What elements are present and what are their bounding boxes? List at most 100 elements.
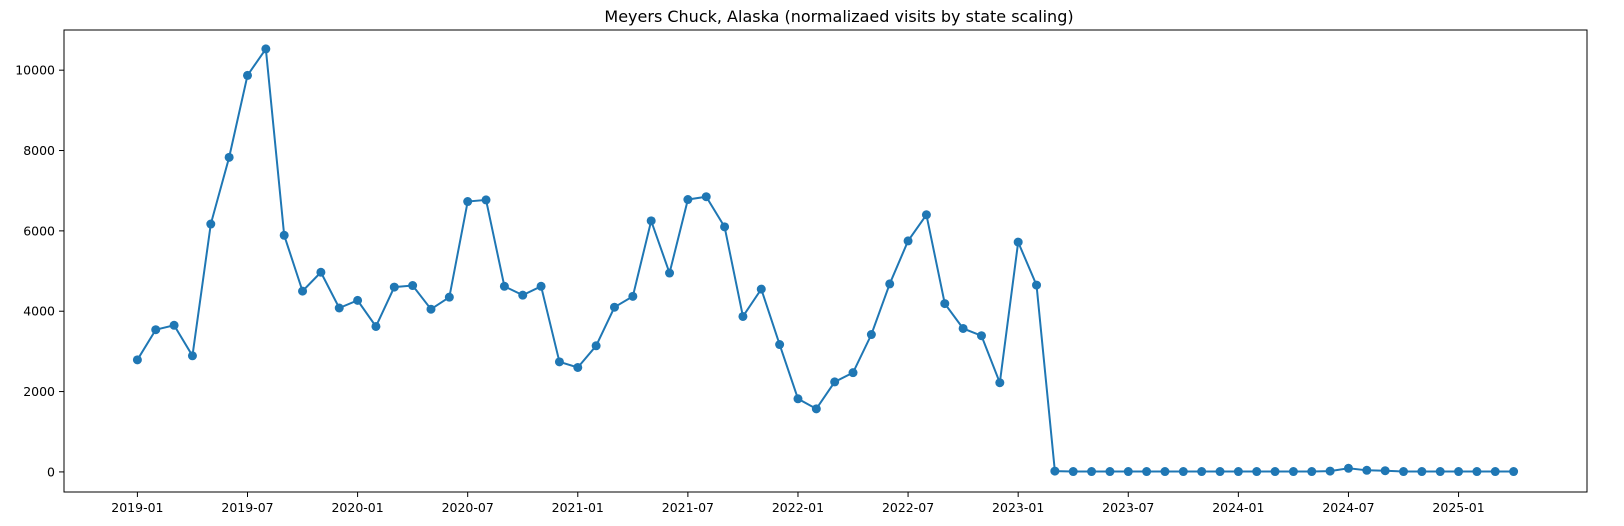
- x-tick-label: 2025-01: [1432, 500, 1484, 515]
- data-point: [1270, 467, 1280, 477]
- x-tick-label: 2023-07: [1102, 500, 1154, 515]
- data-point: [1215, 467, 1225, 477]
- y-tick-label: 6000: [23, 223, 55, 238]
- data-point: [389, 282, 399, 292]
- data-point: [518, 290, 528, 300]
- x-tick-label: 2023-01: [992, 500, 1044, 515]
- data-point: [132, 355, 142, 365]
- data-point: [371, 321, 381, 331]
- data-point: [1068, 467, 1078, 477]
- x-tick-label: 2021-01: [552, 500, 604, 515]
- x-tick-label: 2022-07: [882, 500, 934, 515]
- data-point: [940, 299, 950, 309]
- data-point: [554, 357, 564, 367]
- data-point: [463, 197, 473, 207]
- data-point: [921, 210, 931, 220]
- data-point: [1197, 467, 1207, 477]
- data-point: [1105, 467, 1115, 477]
- data-point: [1032, 280, 1042, 290]
- data-point: [591, 341, 601, 351]
- data-point: [573, 362, 583, 372]
- data-point: [738, 311, 748, 321]
- x-tick-label: 2022-01: [772, 500, 824, 515]
- data-point: [701, 192, 711, 202]
- data-point: [242, 70, 252, 80]
- data-point: [1252, 467, 1262, 477]
- data-point: [830, 377, 840, 387]
- x-tick-label: 2024-01: [1212, 500, 1264, 515]
- data-point: [866, 330, 876, 340]
- data-point: [1399, 467, 1409, 477]
- data-point: [1362, 465, 1372, 475]
- y-tick-label: 0: [47, 464, 55, 479]
- y-tick-label: 4000: [23, 304, 55, 319]
- chart-title: Meyers Chuck, Alaska (normalizaed visits…: [604, 7, 1073, 26]
- data-point: [1417, 467, 1427, 477]
- data-point: [756, 284, 766, 294]
- x-tick-label: 2024-07: [1322, 500, 1374, 515]
- y-tick-label: 10000: [15, 63, 55, 78]
- x-axis: 2019-01 2019-07 2020-01 2020-07 2021-01 2021-…: [111, 492, 1485, 515]
- data-point: [848, 368, 858, 378]
- data-point: [1142, 467, 1152, 477]
- data-point: [206, 219, 216, 229]
- data-point: [1123, 467, 1133, 477]
- data-point: [187, 351, 197, 361]
- data-point: [609, 302, 619, 312]
- series-line: [136, 46, 1514, 473]
- series-group: [132, 44, 1519, 477]
- y-tick-label: 2000: [23, 384, 55, 399]
- data-point: [499, 281, 509, 291]
- data-point: [481, 195, 491, 205]
- data-point: [1288, 467, 1298, 477]
- data-point: [1325, 466, 1335, 476]
- y-tick-label: 8000: [23, 143, 55, 158]
- data-point: [958, 323, 968, 333]
- data-point: [885, 279, 895, 289]
- data-point: [261, 44, 271, 54]
- data-point: [1178, 467, 1188, 477]
- data-point: [646, 216, 656, 226]
- y-axis: 0 2000 4000 6000 8000 10000: [15, 63, 64, 479]
- data-point: [665, 268, 675, 278]
- x-tick-label: 2020-07: [442, 500, 494, 515]
- data-point: [169, 320, 179, 330]
- data-point: [1472, 467, 1482, 477]
- x-tick-label: 2019-07: [221, 500, 273, 515]
- data-point: [444, 292, 454, 302]
- data-point: [334, 303, 344, 313]
- data-point: [793, 394, 803, 404]
- data-point: [628, 291, 638, 301]
- data-point: [1343, 463, 1353, 473]
- data-point: [1050, 466, 1060, 476]
- plot-area-frame: [63, 29, 1588, 493]
- data-point: [536, 281, 546, 291]
- data-point: [151, 325, 161, 335]
- data-point: [298, 286, 308, 296]
- data-point: [1233, 467, 1243, 477]
- data-point: [426, 304, 436, 314]
- data-point: [811, 404, 821, 414]
- data-point: [683, 195, 693, 205]
- data-point: [1435, 467, 1445, 477]
- data-point: [408, 281, 418, 291]
- data-point: [353, 295, 363, 305]
- data-point: [1490, 467, 1500, 477]
- data-point: [279, 230, 289, 240]
- data-point: [1509, 467, 1519, 477]
- x-tick-label: 2021-07: [662, 500, 714, 515]
- data-point: [224, 152, 234, 162]
- data-point: [995, 378, 1005, 388]
- data-point: [976, 331, 986, 341]
- data-point: [775, 340, 785, 350]
- data-point: [903, 236, 913, 246]
- x-tick-label: 2020-01: [331, 500, 383, 515]
- data-point: [316, 267, 326, 277]
- data-point: [720, 222, 730, 232]
- data-point: [1307, 467, 1317, 477]
- x-tick-label: 2019-01: [111, 500, 163, 515]
- data-point: [1087, 467, 1097, 477]
- data-point: [1454, 467, 1464, 477]
